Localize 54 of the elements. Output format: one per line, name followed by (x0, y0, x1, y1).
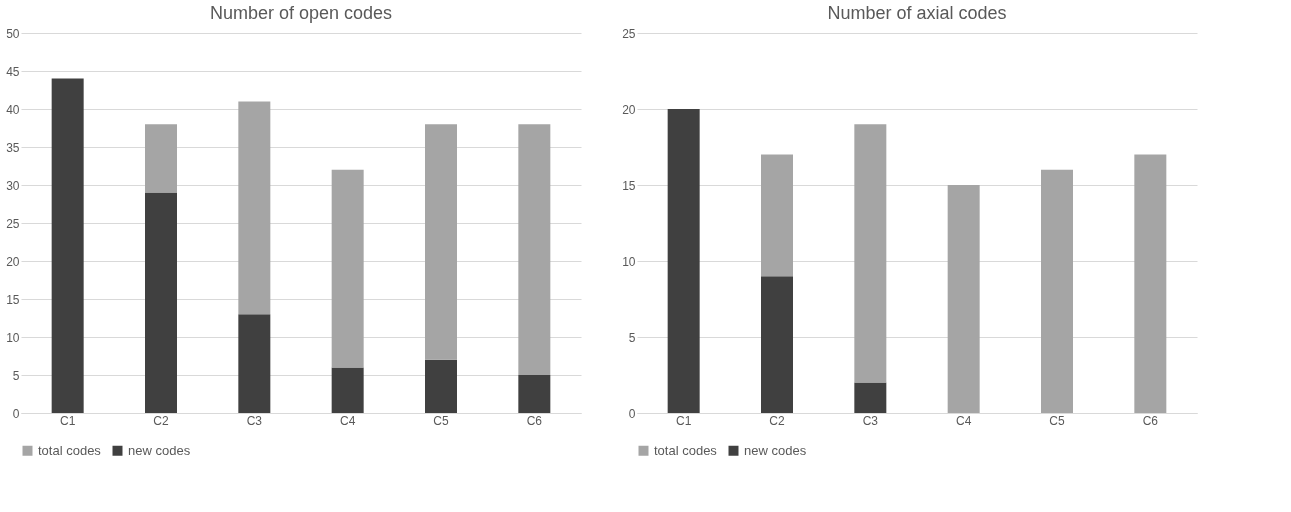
y-tick-label: 25 (6, 216, 20, 231)
bar (331, 367, 364, 413)
bar (425, 359, 457, 413)
y-tick-label: 25 (622, 26, 636, 41)
x-tick-label: C1 (675, 413, 692, 428)
x-tick-label: C6 (526, 413, 543, 428)
x-tick-label: C6 (1142, 413, 1159, 428)
y-tick-label: 20 (6, 254, 20, 269)
bar (331, 169, 364, 368)
x-tick-label: C2 (769, 413, 785, 428)
legend-label: new codes (128, 442, 191, 458)
x-tick-label: C3 (246, 413, 263, 428)
x-tick-label: C5 (433, 413, 449, 428)
bar (238, 314, 271, 413)
x-tick-label: C4 (955, 413, 972, 428)
y-tick-label: 15 (622, 178, 636, 193)
bar (854, 124, 887, 383)
bar (854, 382, 887, 413)
x-tick-label: C1 (59, 413, 76, 428)
bar (145, 192, 177, 413)
x-tick-label: C5 (1049, 413, 1065, 428)
legend-label: new codes (744, 442, 807, 458)
x-tick-label: C3 (862, 413, 879, 428)
y-tick-label: 50 (6, 26, 20, 41)
bar (145, 124, 177, 193)
x-tick-label: C4 (339, 413, 356, 428)
chart-title: Number of axial codes (827, 3, 1007, 23)
y-tick-label: 10 (6, 330, 20, 345)
bar (1134, 154, 1167, 413)
bar (425, 124, 457, 360)
y-tick-label: 20 (622, 102, 636, 117)
y-tick-label: 10 (622, 254, 636, 269)
y-tick-label: 0 (628, 406, 636, 421)
y-tick-label: 30 (6, 178, 20, 193)
chart-title: Number of open codes (209, 3, 393, 23)
y-tick-label: 45 (6, 64, 20, 79)
bar (947, 185, 980, 413)
legend-label: total codes (654, 442, 718, 458)
bar (238, 101, 271, 315)
bar (518, 375, 551, 413)
y-tick-label: 0 (12, 406, 20, 421)
bar (761, 276, 793, 413)
bar (1041, 169, 1073, 413)
bar (761, 154, 793, 277)
bar (518, 124, 551, 375)
y-tick-label: 5 (628, 330, 636, 345)
legend-label: total codes (38, 442, 102, 458)
y-tick-label: 5 (12, 368, 20, 383)
y-tick-label: 15 (6, 292, 20, 307)
x-tick-label: C2 (153, 413, 169, 428)
y-tick-label: 35 (6, 140, 20, 155)
y-tick-label: 40 (6, 102, 20, 117)
bar (667, 109, 700, 413)
bar (51, 78, 84, 413)
